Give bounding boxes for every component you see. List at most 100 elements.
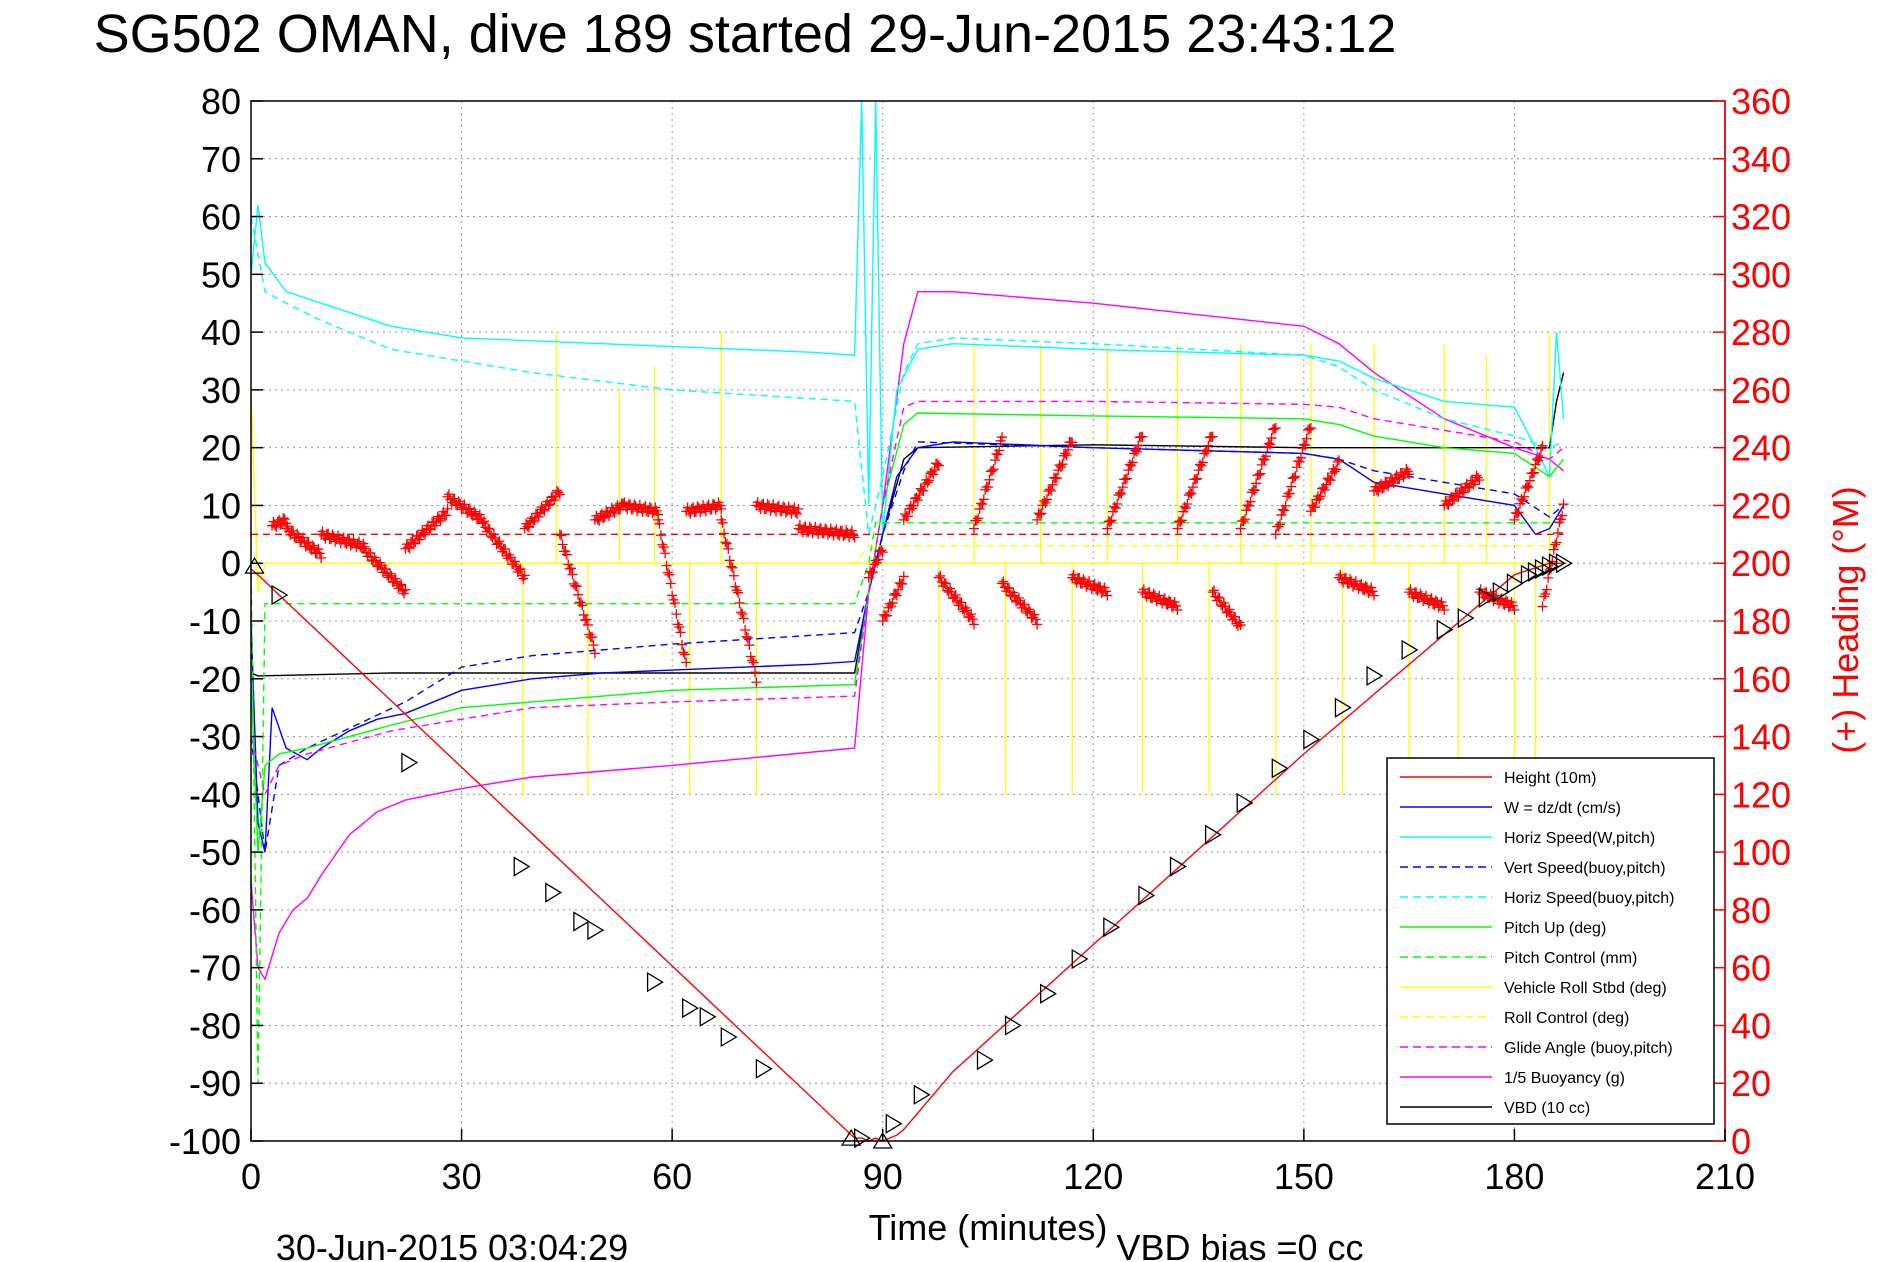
heading-point <box>661 560 672 571</box>
heading-point <box>1439 605 1450 616</box>
heading-point <box>271 522 282 533</box>
heading-point <box>665 578 676 589</box>
heading-point <box>1347 581 1358 592</box>
heading-point <box>1291 462 1302 473</box>
heading-point <box>742 632 753 643</box>
heading-point <box>474 509 485 520</box>
legend-label: Height (10m) <box>1504 770 1596 787</box>
heading-point <box>1096 587 1107 598</box>
legend-label: Horiz Speed(buoy,pitch) <box>1504 890 1674 907</box>
marker-triangle-right <box>646 971 664 993</box>
y2-tick-label: 300 <box>1731 254 1791 295</box>
heading-point <box>1534 452 1545 463</box>
heading-point <box>902 511 913 522</box>
heading-point <box>1032 514 1043 525</box>
marker-triangle-right <box>1478 587 1496 609</box>
marker-triangle-right <box>271 584 289 606</box>
marker-triangle-right <box>1555 553 1573 574</box>
heading-point <box>1411 587 1422 598</box>
heading-point <box>1131 446 1142 457</box>
heading-point <box>1401 463 1412 474</box>
heading-point <box>1329 466 1340 477</box>
heading-point <box>765 505 776 516</box>
heading-point <box>792 508 803 519</box>
heading-point <box>390 573 401 584</box>
heading-point <box>676 639 687 650</box>
heading-point <box>443 489 454 500</box>
heading-point <box>561 549 572 560</box>
heading-point <box>1102 590 1113 601</box>
heading-point <box>660 548 671 559</box>
heading-point <box>1127 457 1138 468</box>
y-tick-label: -80 <box>189 1005 241 1046</box>
legend-label: VBD (10 cc) <box>1504 1100 1590 1117</box>
heading-point <box>410 537 421 548</box>
heading-point <box>1286 481 1297 492</box>
heading-point <box>1255 468 1266 479</box>
heading-point <box>463 504 474 515</box>
marker-triangle-right <box>1138 885 1156 906</box>
x-tick-label: 210 <box>1695 1156 1755 1197</box>
heading-point <box>1171 600 1182 611</box>
heading-point <box>1273 521 1284 532</box>
heading-point <box>1433 602 1444 613</box>
right-axis-label: (+) Heading (°M) <box>1825 486 1866 753</box>
heading-point <box>731 585 742 596</box>
heading-point <box>1235 523 1246 534</box>
heading-point <box>745 651 756 662</box>
heading-point <box>1509 605 1520 616</box>
heading-point <box>588 640 599 651</box>
heading-point <box>1180 503 1191 514</box>
legend-label: 1/5 Buoyancy (g) <box>1504 1070 1625 1087</box>
heading-point <box>1120 474 1131 485</box>
heading-point <box>557 539 568 550</box>
heading-point <box>658 542 669 553</box>
heading-point <box>727 562 738 573</box>
heading-point <box>1331 464 1342 475</box>
heading-point <box>1552 527 1563 538</box>
heading-point <box>533 511 544 522</box>
marker-triangle-right <box>1506 573 1524 594</box>
heading-point <box>1213 592 1224 603</box>
y2-tick-label: 240 <box>1731 428 1791 469</box>
heading-point <box>738 613 749 624</box>
heading-point <box>997 432 1008 443</box>
heading-point <box>876 545 887 556</box>
right-axis-ticks: 3603403203002802602402202001801601401201… <box>1713 81 1791 1162</box>
heading-point <box>330 536 341 547</box>
heading-point <box>810 521 821 532</box>
heading-point <box>307 540 318 551</box>
heading-point <box>720 537 731 548</box>
heading-point <box>978 494 989 505</box>
x-tick-label: 60 <box>652 1156 692 1197</box>
heading-point <box>519 570 530 581</box>
heading-point <box>1148 588 1159 599</box>
heading-point <box>598 512 609 523</box>
heading-point <box>1519 491 1530 502</box>
heading-point <box>380 563 391 574</box>
heading-point <box>1234 617 1245 628</box>
heading-point <box>678 647 689 658</box>
legend-label: Pitch Control (mm) <box>1504 950 1637 967</box>
heading-point <box>571 581 582 592</box>
heading-point <box>1512 508 1523 519</box>
heading-point <box>1404 469 1415 480</box>
heading-point <box>716 503 727 514</box>
x-tick-label: 90 <box>863 1156 903 1197</box>
legend-label: W = dz/dt (cm/s) <box>1504 800 1621 817</box>
heading-point <box>1300 440 1311 451</box>
heading-point <box>917 485 928 496</box>
heading-point <box>1508 600 1519 611</box>
heading-point <box>414 534 425 545</box>
heading-point <box>338 532 349 543</box>
heading-point <box>867 567 878 578</box>
heading-point <box>469 506 480 517</box>
marker-layer <box>244 553 1573 1149</box>
heading-point <box>587 632 598 643</box>
series-horiz_w-line <box>250 100 1565 535</box>
heading-point <box>1548 544 1559 555</box>
heading-point <box>933 460 944 471</box>
heading-point <box>935 570 946 581</box>
y2-tick-label: 80 <box>1731 890 1771 931</box>
heading-point <box>582 619 593 630</box>
